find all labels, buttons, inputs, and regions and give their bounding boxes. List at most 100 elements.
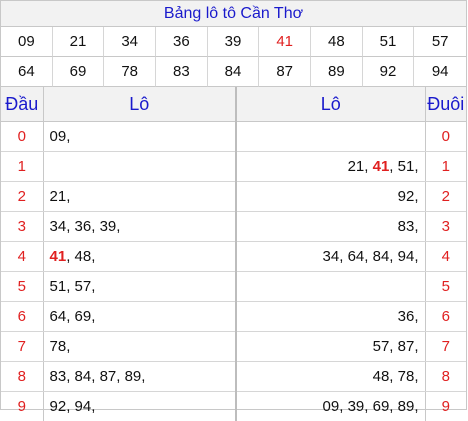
lo-right-cell: 09, 39, 69, 89, bbox=[236, 392, 425, 421]
lo-number: 94 bbox=[75, 398, 92, 415]
lo-number: 94 bbox=[398, 248, 415, 265]
lo-right-cell: 21, 41, 51, bbox=[236, 152, 425, 182]
lo-right-cell: 36, bbox=[236, 302, 425, 332]
result-number: 92 bbox=[363, 57, 415, 87]
duoi-digit: 5 bbox=[425, 272, 466, 302]
lo-number: 69 bbox=[75, 308, 92, 325]
result-number: 83 bbox=[156, 57, 208, 87]
result-number: 09 bbox=[1, 27, 53, 57]
lo-number: 21 bbox=[50, 188, 67, 205]
lo-right-cell bbox=[236, 122, 425, 152]
lo-right-cell bbox=[236, 272, 425, 302]
lo-number: 83 bbox=[50, 368, 67, 385]
result-number: 87 bbox=[259, 57, 311, 87]
dau-digit: 4 bbox=[1, 242, 43, 272]
lo-right-cell: 92, bbox=[236, 182, 425, 212]
result-number: 41 bbox=[259, 27, 311, 57]
dau-digit: 6 bbox=[1, 302, 43, 332]
header-lo-left: Lô bbox=[43, 87, 236, 122]
lo-number: 39 bbox=[348, 398, 365, 415]
lo-number: 84 bbox=[75, 368, 92, 385]
result-number: 64 bbox=[1, 57, 53, 87]
result-number: 36 bbox=[156, 27, 208, 57]
dau-digit: 9 bbox=[1, 392, 43, 421]
lo-number: 39 bbox=[100, 218, 117, 235]
lo-left-cell: 92, 94, bbox=[43, 392, 236, 421]
result-number: 48 bbox=[311, 27, 363, 57]
table-header-row: Đầu Lô Lô Đuôi bbox=[1, 87, 466, 122]
table-title: Bảng lô tô Cần Thơ bbox=[1, 1, 466, 27]
lo-number: 78 bbox=[50, 338, 67, 355]
lo-number: 89 bbox=[398, 398, 415, 415]
lo-number: 84 bbox=[373, 248, 390, 265]
result-number: 94 bbox=[414, 57, 466, 87]
header-dau: Đầu bbox=[1, 87, 43, 122]
lo-number: 69 bbox=[373, 398, 390, 415]
result-number: 69 bbox=[53, 57, 105, 87]
lo-left-cell: 41, 48, bbox=[43, 242, 236, 272]
lo-number: 89 bbox=[125, 368, 142, 385]
lo-left-cell: 09, bbox=[43, 122, 236, 152]
duoi-digit: 8 bbox=[425, 362, 466, 392]
lo-number: 36 bbox=[398, 308, 415, 325]
result-number: 51 bbox=[363, 27, 415, 57]
result-number: 89 bbox=[311, 57, 363, 87]
lo-number: 41 bbox=[50, 248, 67, 265]
duoi-digit: 4 bbox=[425, 242, 466, 272]
duoi-digit: 1 bbox=[425, 152, 466, 182]
dau-digit: 3 bbox=[1, 212, 43, 242]
lo-number: 34 bbox=[50, 218, 67, 235]
lo-number: 92 bbox=[50, 398, 67, 415]
lo-number: 34 bbox=[323, 248, 340, 265]
lo-number: 48 bbox=[75, 248, 92, 265]
duoi-digit: 2 bbox=[425, 182, 466, 212]
lo-number: 57 bbox=[373, 338, 390, 355]
lo-left-cell: 78, bbox=[43, 332, 236, 362]
duoi-digit: 7 bbox=[425, 332, 466, 362]
lo-right-cell: 34, 64, 84, 94, bbox=[236, 242, 425, 272]
dau-digit: 5 bbox=[1, 272, 43, 302]
dau-digit: 2 bbox=[1, 182, 43, 212]
lo-right-cell: 57, 87, bbox=[236, 332, 425, 362]
lo-number: 36 bbox=[75, 218, 92, 235]
dau-digit: 0 bbox=[1, 122, 43, 152]
lo-number: 64 bbox=[50, 308, 67, 325]
duoi-digit: 3 bbox=[425, 212, 466, 242]
result-number: 21 bbox=[53, 27, 105, 57]
lo-left-cell: 21, bbox=[43, 182, 236, 212]
lo-left-cell: 51, 57, bbox=[43, 272, 236, 302]
lo-number: 92 bbox=[398, 188, 415, 205]
result-number: 39 bbox=[208, 27, 260, 57]
lo-number: 09 bbox=[323, 398, 340, 415]
lo-left-cell: 83, 84, 87, 89, bbox=[43, 362, 236, 392]
result-number: 78 bbox=[104, 57, 156, 87]
dau-digit: 1 bbox=[1, 152, 43, 182]
lo-left-cell: 64, 69, bbox=[43, 302, 236, 332]
lo-number: 51 bbox=[398, 158, 415, 175]
dau-digit: 7 bbox=[1, 332, 43, 362]
lo-number: 83 bbox=[398, 218, 415, 235]
duoi-digit: 0 bbox=[425, 122, 466, 152]
result-number: 84 bbox=[208, 57, 260, 87]
lo-left-cell bbox=[43, 152, 236, 182]
result-number: 34 bbox=[104, 27, 156, 57]
header-duoi: Đuôi bbox=[425, 87, 466, 122]
lo-number: 87 bbox=[398, 338, 415, 355]
dau-digit: 8 bbox=[1, 362, 43, 392]
result-number: 57 bbox=[414, 27, 466, 57]
lo-number: 64 bbox=[348, 248, 365, 265]
duoi-digit: 6 bbox=[425, 302, 466, 332]
lo-number: 57 bbox=[75, 278, 92, 295]
